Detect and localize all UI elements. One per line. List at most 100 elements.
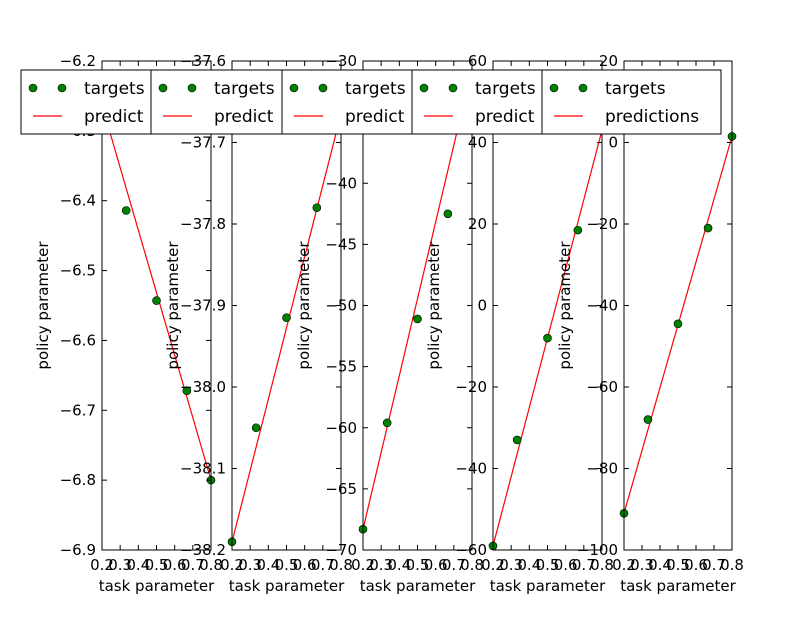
y-tick-label: −38.0 <box>180 378 226 396</box>
y-tick-label: 0 <box>608 134 618 152</box>
x-tick-label: 0.5 <box>275 556 299 574</box>
legend-target-marker <box>289 83 299 93</box>
x-tick-label: 0.7 <box>572 556 596 574</box>
x-tick-label: 0.3 <box>369 556 393 574</box>
y-tick-label: −6.6 <box>60 331 96 349</box>
legend-label-targets: targets <box>214 79 275 99</box>
y-tick-label: −40 <box>455 460 487 478</box>
predictions-line <box>101 104 212 481</box>
x-tick-label: 0.5 <box>406 556 430 574</box>
x-tick-label: 0.7 <box>702 556 726 574</box>
target-point <box>643 415 653 424</box>
subplot-1: 0.20.30.40.50.60.70.8 −6.9 −6.8 −6.7 −6.6 −6.… <box>34 52 223 595</box>
legend-label-predictions: predict <box>84 107 144 127</box>
target-point <box>543 333 552 343</box>
predictions-series <box>231 113 342 542</box>
y-tick-label: 60 <box>468 52 487 70</box>
x-axis-label: task parameter <box>229 577 345 595</box>
y-tick-label: −60 <box>325 419 357 437</box>
x-axis-label: task parameter <box>490 577 606 595</box>
legend-5: targets predictions <box>541 69 722 135</box>
x-tick-label: 0.4 <box>648 556 672 574</box>
y-tick-label: −45 <box>325 235 357 253</box>
plot-area <box>102 61 211 550</box>
y-tick-label: −60 <box>586 378 618 396</box>
x-tick-label: 0.8 <box>460 556 484 574</box>
targets-series <box>121 206 216 485</box>
target-point <box>282 313 291 323</box>
target-point <box>312 203 322 212</box>
x-tick-label: 0.2 <box>90 556 114 574</box>
target-point <box>152 296 161 305</box>
x-tick-label: 0.2 <box>351 556 375 574</box>
x-tick-label: 0.8 <box>590 556 614 574</box>
predictions-line <box>362 68 473 530</box>
legend-target-marker <box>187 83 197 93</box>
y-tick-label: −20 <box>586 215 618 233</box>
predictions-line <box>231 113 342 542</box>
y-tick-label: −37.9 <box>180 297 226 315</box>
y-tick-label: −40 <box>325 174 357 192</box>
y-tick-label: −6.9 <box>60 541 96 559</box>
y-tick-label: −20 <box>455 378 487 396</box>
legend-target-marker <box>578 83 588 93</box>
predictions-series <box>101 104 212 481</box>
x-tick-label: 0.7 <box>442 556 466 574</box>
y-tick-label: −30 <box>325 52 357 70</box>
y-tick-label: −6.2 <box>60 52 96 70</box>
x-tick-label: 0.8 <box>199 556 223 574</box>
target-point <box>443 209 453 219</box>
y-tick-label: −38.2 <box>180 541 226 559</box>
y-axis-label: policy parameter <box>556 241 574 370</box>
y-tick-label: 0 <box>477 297 487 315</box>
x-tick-label: 0.4 <box>517 556 541 574</box>
x-axis-label: task parameter <box>99 577 215 595</box>
y-tick-label: −55 <box>325 358 357 376</box>
subplot-3: 0.20.30.40.50.60.70.8−70−65−60−55−50−45−… <box>295 52 484 595</box>
x-tick-label: 0.6 <box>684 556 708 574</box>
x-tick-label: 0.4 <box>126 556 150 574</box>
x-tick-label: 0.5 <box>536 556 560 574</box>
y-tick-label: −37.6 <box>180 52 226 70</box>
legend-box <box>541 69 722 135</box>
x-axis-label: task parameter <box>360 577 476 595</box>
y-axis-label: policy parameter <box>164 241 182 370</box>
plot-area <box>363 61 472 550</box>
legend-label-predictions: predictions <box>605 107 699 127</box>
targets-series <box>358 209 453 534</box>
y-tick-label: −80 <box>586 460 618 478</box>
y-tick-label: 40 <box>468 134 487 152</box>
x-tick-label: 0.5 <box>666 556 690 574</box>
legend-label-targets: targets <box>475 79 536 99</box>
y-tick-label: −6.5 <box>60 262 96 280</box>
subplot-5: 0.20.30.40.50.60.70.8−100−80−60−40−20020… <box>556 52 744 595</box>
target-point <box>121 206 131 215</box>
x-tick-label: 0.5 <box>145 556 169 574</box>
legend-target-marker <box>158 83 168 93</box>
legend-target-marker <box>318 83 328 93</box>
legend-target-marker <box>549 83 559 93</box>
legend-label-targets: targets <box>84 79 145 99</box>
y-tick-label: −37.8 <box>180 215 226 233</box>
target-point <box>573 225 583 235</box>
x-tick-label: 0.3 <box>630 556 654 574</box>
legend-target-marker <box>57 83 67 93</box>
y-tick-label: −65 <box>325 480 357 498</box>
y-tick-label: −40 <box>586 297 618 315</box>
subplot-4: 0.20.30.40.50.60.70.8−60−40−200204060tas… <box>425 52 614 595</box>
legend-target-marker <box>419 83 429 93</box>
target-point <box>703 223 713 233</box>
y-tick-label: −70 <box>325 541 357 559</box>
legend-label-predictions: predict <box>214 107 274 127</box>
target-point <box>251 423 261 433</box>
predictions-series <box>362 68 473 530</box>
target-point <box>182 386 192 396</box>
x-tick-label: 0.7 <box>311 556 335 574</box>
x-axis-label: task parameter <box>620 577 736 595</box>
y-tick-label: −37.7 <box>180 134 226 152</box>
y-tick-label: −6.8 <box>60 471 96 489</box>
y-tick-label: −6.4 <box>60 192 96 210</box>
subplot-2: 0.20.30.40.50.60.70.8−38.2−38.1−38.0−37.… <box>164 52 353 595</box>
target-point <box>673 319 683 329</box>
